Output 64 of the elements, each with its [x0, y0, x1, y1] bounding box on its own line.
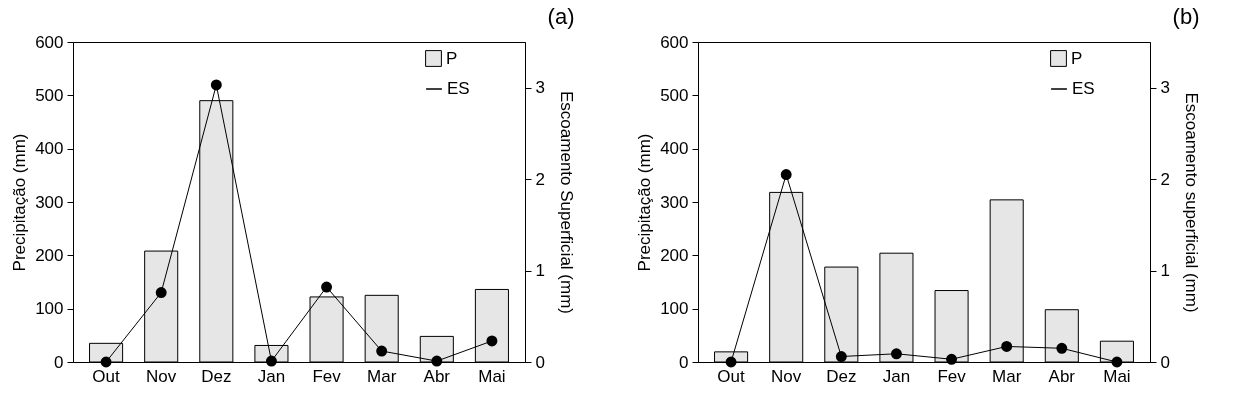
- y-tick-label: 0: [679, 352, 689, 372]
- y-tick-label: 200: [35, 245, 64, 265]
- x-tick-label: Mai: [1103, 366, 1131, 386]
- x-tick-label: Jan: [882, 366, 911, 386]
- point: [100, 356, 112, 368]
- legend-label: ES: [1072, 79, 1095, 98]
- y-tick-label: 100: [660, 299, 689, 319]
- x-tick-label: Mar: [992, 366, 1022, 386]
- point: [265, 355, 277, 367]
- y-tick-label: 300: [35, 192, 64, 212]
- y2-tick-label: 3: [1160, 78, 1170, 98]
- point: [1111, 356, 1123, 368]
- point: [431, 355, 443, 367]
- point: [210, 79, 222, 91]
- x-tick-label: Out: [92, 366, 121, 386]
- y-tick-label: 400: [660, 139, 689, 159]
- x-tick-label: Out: [717, 366, 746, 386]
- x-tick-label: Dez: [201, 366, 232, 386]
- x-tick-label: Nov: [771, 366, 802, 386]
- y2-tick-label: 1: [535, 261, 545, 281]
- y-tick-label: 300: [660, 192, 689, 212]
- point: [486, 335, 498, 347]
- point: [890, 348, 902, 360]
- y-tick-label: 100: [35, 299, 64, 319]
- y2-tick-label: 2: [535, 169, 545, 189]
- point: [835, 351, 847, 362]
- legend-label: P: [1071, 48, 1083, 68]
- point: [725, 356, 737, 368]
- chart-title: (a): [547, 4, 575, 29]
- point: [155, 287, 167, 298]
- y2-tick-label: 0: [1160, 352, 1170, 372]
- y-tick-label: 500: [35, 85, 64, 105]
- y-tick-label: 600: [35, 32, 64, 52]
- point: [946, 353, 958, 365]
- x-tick-label: Mai: [478, 366, 506, 386]
- x-tick-label: Abr: [1048, 366, 1076, 386]
- y-axis-title: Precipitação (mm): [635, 133, 655, 272]
- y-tick-label: 600: [660, 32, 689, 52]
- point: [376, 345, 388, 357]
- y-tick-label: 500: [660, 85, 689, 105]
- point: [1056, 342, 1068, 354]
- y2-tick-label: 3: [535, 78, 545, 98]
- x-tick-label: Fev: [937, 366, 967, 386]
- point: [1001, 340, 1013, 352]
- x-tick-label: Nov: [146, 366, 177, 386]
- legend-label: P: [446, 48, 458, 68]
- y2-tick-label: 1: [1160, 261, 1170, 281]
- y2-tick-label: 0: [535, 352, 545, 372]
- y-tick-label: 0: [54, 352, 64, 372]
- y-tick-label: 400: [35, 139, 64, 159]
- y-tick-label: 200: [660, 245, 689, 265]
- x-tick-label: Abr: [423, 366, 451, 386]
- x-tick-label: Dez: [826, 366, 857, 386]
- legend-label: ES: [447, 79, 470, 98]
- chart-title: (b): [1172, 4, 1200, 29]
- y2-axis-title: Escoamento superficial (mm): [1181, 92, 1201, 313]
- x-tick-label: Fev: [312, 366, 342, 386]
- y2-axis-title: Escoamento Superficial (mm): [556, 91, 576, 314]
- x-tick-label: Jan: [257, 366, 286, 386]
- point: [780, 169, 792, 181]
- point: [321, 281, 333, 293]
- y2-tick-label: 2: [1160, 169, 1170, 189]
- y-axis-title: Precipitação (mm): [10, 133, 30, 272]
- x-tick-label: Mar: [367, 366, 397, 386]
